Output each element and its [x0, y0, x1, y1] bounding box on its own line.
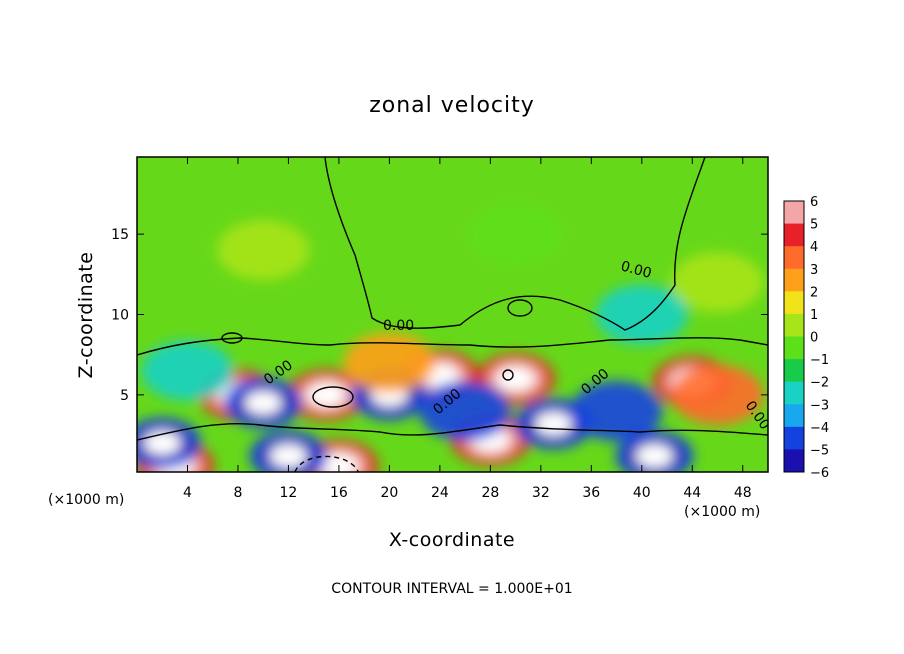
colorbar-tick-label: 6 — [810, 195, 818, 210]
inner-contour — [502, 369, 514, 381]
x-unit-note-right: (×1000 m) — [684, 504, 760, 520]
x-axis: 4 8 12 16 20 24 28 32 36 40 44 48 — [183, 157, 752, 501]
inner-contour — [312, 386, 354, 408]
contour-label: 0.00 — [383, 318, 414, 334]
field-feature — [320, 453, 358, 472]
x-unit-note: (×1000 m) — [48, 492, 124, 508]
colorbar-tick-label: 2 — [810, 285, 818, 300]
colorbar-tick-label: 0 — [810, 331, 818, 346]
colorbar-segment — [784, 381, 804, 405]
colorbar-tick-label: 3 — [810, 263, 818, 278]
y-tick-label: 15 — [111, 227, 129, 243]
colorbar-tick-label: −2 — [810, 376, 829, 391]
field-feature — [635, 444, 674, 468]
colorbar-tick-label: 1 — [810, 308, 818, 323]
x-tick-label: 16 — [330, 485, 348, 501]
x-tick-label: 28 — [481, 485, 499, 501]
colorbar-segment — [784, 223, 804, 247]
zero-contour-mid — [137, 337, 768, 356]
zero-contour-upper — [324, 157, 706, 331]
colorbar-segment — [784, 359, 804, 383]
chart-title: zonal velocity — [369, 93, 535, 118]
field-feature — [419, 380, 512, 441]
field-feature — [141, 340, 234, 401]
colorbar-segment — [784, 246, 804, 270]
field-feature — [469, 204, 562, 265]
dashed-contour — [294, 455, 359, 472]
y-tick-label: 10 — [111, 308, 129, 324]
field-feature — [570, 380, 663, 441]
x-tick-label: 24 — [431, 485, 449, 501]
x-tick-label: 4 — [183, 485, 192, 501]
y-tick-label: 5 — [120, 388, 129, 404]
x-tick-label: 32 — [532, 485, 550, 501]
field-feature — [143, 431, 181, 455]
field-feature — [671, 364, 764, 425]
contour-interval-note: CONTOUR INTERVAL = 1.000E+01 — [331, 581, 572, 597]
x-tick-label: 44 — [683, 485, 701, 501]
field-feature — [307, 382, 345, 407]
field-feature — [671, 252, 764, 313]
field-feature — [244, 390, 282, 415]
x-tick-label: 20 — [380, 485, 398, 501]
colorbar-tick-label: −6 — [810, 466, 829, 481]
field-feature — [269, 444, 308, 468]
y-axis: 5 10 15 — [111, 227, 768, 404]
colorbar-segment — [784, 201, 804, 225]
heatmap-field: 0.00 0.00 0.00 0.00 0.00 0.00 — [137, 157, 768, 472]
x-tick-label: 40 — [633, 485, 651, 501]
x-axis-label: X-coordinate — [389, 529, 515, 551]
field-feature — [496, 366, 535, 391]
field-feature — [595, 284, 688, 345]
colorbar: 6 5 4 3 2 1 0 −1 −2 −3 −4 −5 −6 — [783, 195, 829, 481]
zero-contour-low — [137, 422, 768, 441]
zero-contour-loop — [221, 332, 243, 344]
colorbar-segment — [784, 404, 804, 428]
colorbar-tick-label: −5 — [810, 443, 829, 458]
y-axis-label: Z-coordinate — [75, 252, 97, 379]
colorbar-tick-label: 4 — [810, 240, 818, 255]
colorbar-segment — [784, 449, 804, 473]
x-tick-label: 36 — [582, 485, 600, 501]
colorbar-tick-label: −1 — [810, 353, 829, 368]
colorbar-tick-label: −4 — [810, 421, 829, 436]
colorbar-tick-label: 5 — [810, 218, 818, 233]
field-feature — [534, 411, 573, 436]
colorbar-segment — [784, 268, 804, 292]
colorbar-segment — [784, 336, 804, 360]
colorbar-segment — [784, 291, 804, 315]
x-tick-label: 8 — [233, 485, 242, 501]
x-tick-label: 12 — [280, 485, 298, 501]
colorbar-segment — [784, 313, 804, 337]
colorbar-frame — [783, 200, 805, 473]
colorbar-tick-label: −3 — [810, 398, 829, 413]
colorbar-segment — [784, 426, 804, 450]
contour-label: 0.00 — [619, 258, 653, 282]
zero-contour-loop — [507, 299, 533, 317]
x-tick-label: 48 — [734, 485, 752, 501]
field-feature — [217, 220, 310, 281]
field-feature — [343, 332, 436, 393]
